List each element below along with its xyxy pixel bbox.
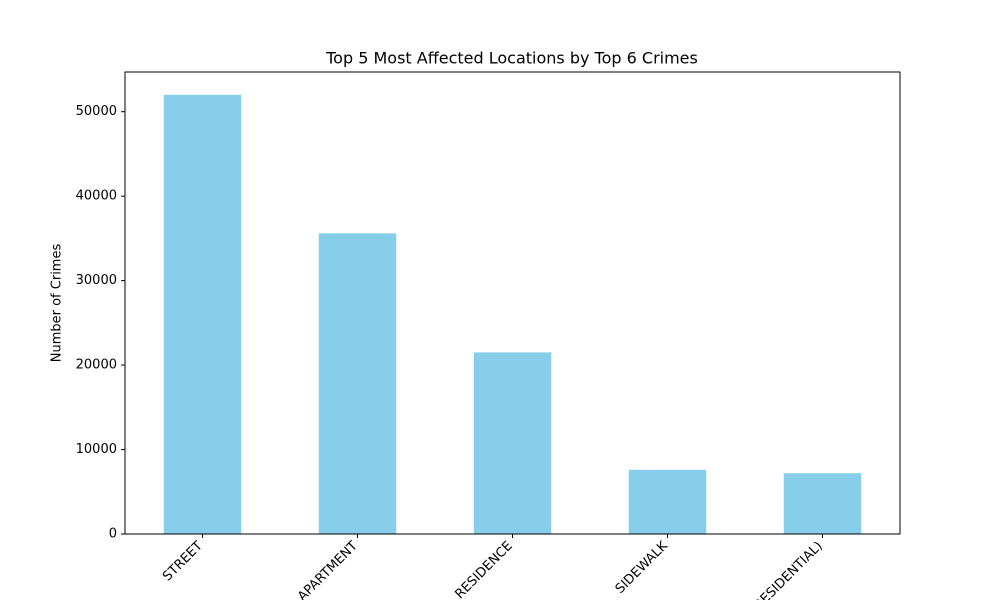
bar	[163, 94, 242, 535]
chart-title: Top 5 Most Affected Locations by Top 6 C…	[325, 49, 698, 68]
x-tick-label: RESIDENCE	[452, 539, 515, 600]
bar	[628, 469, 707, 534]
plot-frame	[124, 71, 901, 535]
x-tick-label: STREET	[160, 539, 206, 585]
y-axis-label: Number of Crimes	[50, 244, 65, 363]
bar	[783, 473, 862, 534]
y-tick-label: 30000	[76, 273, 117, 288]
x-tick-label: APARTMENT	[295, 539, 361, 600]
bar	[318, 233, 397, 534]
bar	[473, 352, 552, 534]
y-tick-label: 0	[109, 527, 117, 542]
y-tick-label: 40000	[76, 189, 117, 204]
y-tick-label: 10000	[76, 442, 117, 457]
y-tick-label: 50000	[76, 104, 117, 119]
y-tick-label: 20000	[76, 358, 117, 373]
x-tick-label: SIDEWALK	[613, 538, 671, 596]
